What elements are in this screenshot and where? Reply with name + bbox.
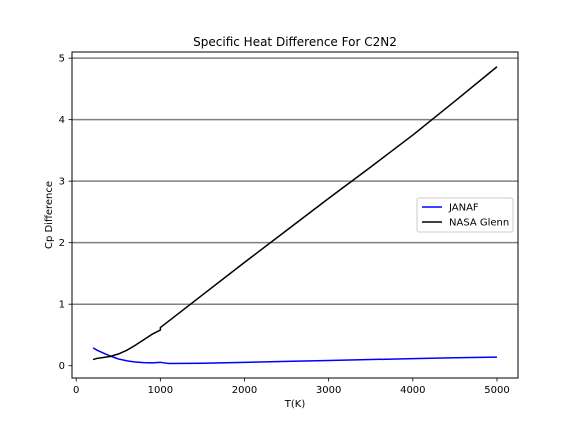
chart-title: Specific Heat Difference For C2N2 bbox=[193, 35, 397, 49]
x-tick-label: 0 bbox=[73, 385, 79, 396]
grid bbox=[72, 57, 518, 305]
y-axis-label: Cp Difference bbox=[44, 181, 55, 249]
x-axis-label: T(K) bbox=[284, 399, 306, 410]
series-line-nasa-glenn bbox=[92, 66, 498, 361]
y-tick-label: 2 bbox=[59, 238, 65, 249]
legend-label-nasa-glenn: NASA Glenn bbox=[449, 218, 509, 229]
x-axis: 0 1000 2000 3000 4000 5000 bbox=[73, 378, 510, 396]
y-tick-label: 1 bbox=[59, 300, 65, 311]
x-tick-label: 2000 bbox=[232, 385, 257, 396]
y-tick-label: 5 bbox=[59, 54, 65, 65]
y-tick-label: 4 bbox=[59, 115, 65, 126]
y-tick-label: 3 bbox=[59, 177, 65, 188]
plot-frame bbox=[71, 51, 519, 379]
series bbox=[92, 66, 498, 365]
y-axis: 0 1 2 3 4 5 bbox=[59, 54, 72, 372]
x-tick-label: 4000 bbox=[400, 385, 425, 396]
legend: JANAF NASA Glenn bbox=[416, 197, 514, 233]
x-tick-label: 3000 bbox=[316, 385, 341, 396]
y-tick-label: 0 bbox=[59, 361, 65, 372]
x-tick-label: 1000 bbox=[148, 385, 173, 396]
series-line-janaf bbox=[92, 347, 497, 365]
legend-label-janaf: JANAF bbox=[448, 203, 479, 214]
x-tick-label: 5000 bbox=[484, 385, 509, 396]
